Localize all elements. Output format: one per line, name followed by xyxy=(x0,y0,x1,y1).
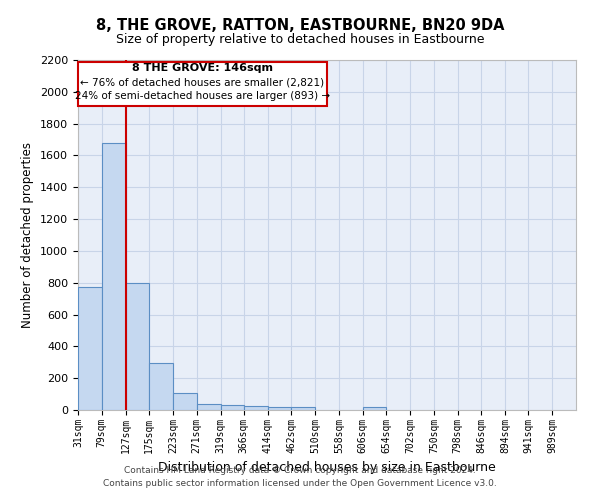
Bar xyxy=(292,407,315,410)
Text: 24% of semi-detached houses are larger (893) →: 24% of semi-detached houses are larger (… xyxy=(75,92,330,102)
Bar xyxy=(173,392,197,410)
Text: Size of property relative to detached houses in Eastbourne: Size of property relative to detached ho… xyxy=(116,32,484,46)
Bar xyxy=(197,404,221,410)
Text: 8 THE GROVE: 146sqm: 8 THE GROVE: 146sqm xyxy=(132,64,273,74)
Text: 8, THE GROVE, RATTON, EASTBOURNE, BN20 9DA: 8, THE GROVE, RATTON, EASTBOURNE, BN20 9… xyxy=(96,18,504,32)
Bar xyxy=(362,407,386,410)
FancyBboxPatch shape xyxy=(78,62,327,106)
Bar xyxy=(149,363,173,410)
X-axis label: Distribution of detached houses by size in Eastbourne: Distribution of detached houses by size … xyxy=(158,461,496,474)
Bar xyxy=(102,142,125,410)
Bar xyxy=(244,406,268,410)
Text: ← 76% of detached houses are smaller (2,821): ← 76% of detached houses are smaller (2,… xyxy=(80,78,325,88)
Bar xyxy=(125,282,149,410)
Text: Contains HM Land Registry data © Crown copyright and database right 2024.
Contai: Contains HM Land Registry data © Crown c… xyxy=(103,466,497,487)
Bar xyxy=(78,286,102,410)
Y-axis label: Number of detached properties: Number of detached properties xyxy=(22,142,34,328)
Bar xyxy=(221,405,244,410)
Bar xyxy=(268,407,292,410)
